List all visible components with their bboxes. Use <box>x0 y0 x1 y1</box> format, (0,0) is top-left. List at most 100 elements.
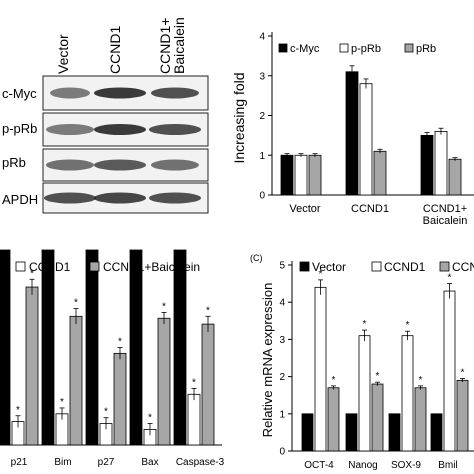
bar <box>345 413 358 452</box>
blot-strips <box>42 75 209 214</box>
blot-band <box>149 124 201 135</box>
blot-lane-label-line: Baicalein <box>171 17 187 74</box>
x-tick-label-line: Vector <box>289 203 321 215</box>
western-blot-panel: Vector CCND1 CCND1+Baicalein c-Myc p-pRb pRb… <box>2 17 209 214</box>
x-tick-label: p27 <box>98 457 115 468</box>
y-tick-label: 4 <box>259 32 265 43</box>
x-tick-label-line: CCND1+ <box>423 203 467 215</box>
legend-label: Vector <box>312 260 346 274</box>
bar <box>69 315 83 446</box>
x-tick-label: Nanog <box>348 460 377 471</box>
bar <box>201 323 215 446</box>
bar <box>443 290 456 452</box>
significance-marker: * <box>162 301 166 312</box>
bar <box>327 387 340 452</box>
x-tick-label: p21 <box>11 457 28 468</box>
significance-marker: * <box>363 319 367 330</box>
blot-band <box>94 87 146 99</box>
gene-expression-chart: * * * * * * * * * * p21 Bim p27 Bax Caspase-3 r CCND1 CCN… <box>0 249 225 468</box>
bar <box>85 249 99 446</box>
significance-marker: * <box>319 269 323 280</box>
x-tick-label: Vector <box>289 203 321 215</box>
x-tick-label: CCND1+ Baicalein <box>423 203 468 227</box>
x-tick-label: Bax <box>141 457 158 468</box>
legend-swatch <box>371 261 382 272</box>
x-tick-label: SOX-9 <box>391 460 421 471</box>
y-tick-label: 3 <box>259 71 265 82</box>
blot-lane-label: Vector <box>55 34 71 74</box>
bar <box>456 379 469 452</box>
legend-swatch <box>278 43 288 53</box>
significance-marker: * <box>60 397 64 408</box>
bar <box>113 352 127 446</box>
panel-c-tag: (C) <box>250 253 263 263</box>
significance-marker: * <box>332 375 336 386</box>
bar <box>314 286 327 452</box>
blot-lane-label-line: CCND1 <box>107 26 123 74</box>
significance-marker: * <box>206 305 210 316</box>
blot-band <box>50 87 90 99</box>
significance-marker: * <box>30 268 34 279</box>
blot-band <box>94 159 146 171</box>
bar <box>358 335 371 452</box>
x-tick-label-line: CCND1 <box>351 203 389 215</box>
x-tick-label: Caspase-3 <box>176 457 225 468</box>
y-axis-label: Increasing fold <box>231 72 247 163</box>
y-tick-label: 2 <box>279 372 285 383</box>
blot-band <box>46 159 94 171</box>
mrna-expression-chart: 0 1 2 3 4 5 * * * * * * * * Relative mRNA expression OC… <box>260 260 474 471</box>
blot-band <box>44 192 96 204</box>
significance-marker: * <box>74 298 78 309</box>
y-tick-label: 1 <box>279 409 285 420</box>
x-tick-label: Bim <box>54 457 71 468</box>
y-tick-label: 4 <box>279 298 285 309</box>
y-tick-label: 3 <box>279 335 285 346</box>
y-tick-label: 0 <box>279 447 285 458</box>
blot-row-labels: c-Myc p-pRb pRb APDH <box>2 86 38 207</box>
legend-swatch <box>404 43 414 53</box>
significance-marker: * <box>118 337 122 348</box>
bar <box>157 317 171 446</box>
significance-marker: * <box>16 405 20 416</box>
x-tick-label-line: Baicalein <box>423 215 468 227</box>
legend-label: CCND1 <box>384 260 426 274</box>
significance-marker: * <box>448 273 452 284</box>
legend-label: CCND1 <box>29 260 71 274</box>
bar <box>345 71 359 196</box>
bar <box>373 150 387 196</box>
blot-row-label: p-pRb <box>2 121 37 136</box>
bar <box>308 154 322 196</box>
bar <box>187 393 201 446</box>
x-tick-label: CCND1 <box>351 203 389 215</box>
bar <box>430 413 443 452</box>
blot-lane-labels: Vector CCND1 CCND1+Baicalein <box>55 17 187 74</box>
legend-label: p-pRb <box>351 43 381 55</box>
legend-swatch <box>439 261 450 272</box>
significance-marker: * <box>104 407 108 418</box>
bar <box>280 154 294 196</box>
significance-marker: * <box>148 413 152 424</box>
bar <box>41 249 55 446</box>
bar <box>448 158 462 196</box>
bar <box>294 154 308 196</box>
protein-fold-chart: 0 1 2 3 4 Increasing fold Vector CCND1 CCND1+ Bai… <box>231 32 474 227</box>
blot-lane-label-line: Vector <box>55 34 71 74</box>
bar <box>388 413 401 452</box>
blot-band <box>94 124 146 135</box>
legend-swatch <box>89 261 100 272</box>
significance-marker: * <box>192 377 196 388</box>
bar <box>420 134 434 196</box>
legend-swatch <box>339 43 349 53</box>
y-tick-label: 5 <box>279 261 285 272</box>
legend-label: r <box>0 260 4 274</box>
x-tick-label: Bmil <box>438 460 457 471</box>
blot-row-label: c-Myc <box>2 86 37 101</box>
significance-marker: * <box>419 375 423 386</box>
bar <box>173 249 187 446</box>
blot-lane-label: CCND1 <box>107 26 123 74</box>
bar <box>0 249 11 446</box>
bar <box>129 249 143 446</box>
legend-swatch <box>299 261 310 272</box>
bar <box>25 286 39 446</box>
